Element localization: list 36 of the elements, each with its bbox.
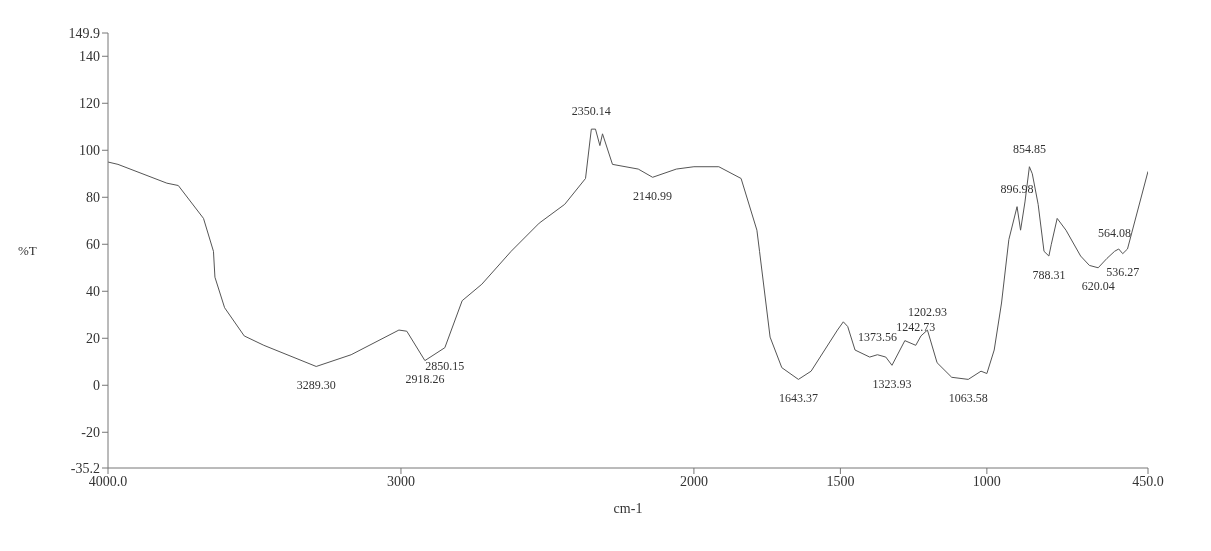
- y-tick-label: 0: [93, 378, 100, 394]
- annotation: 1202.93: [907, 305, 947, 320]
- y-tick-label: 20: [86, 331, 100, 347]
- x-tick-label: 1000: [972, 473, 1001, 489]
- x-tick-label: 3000: [386, 473, 415, 489]
- annotation: 1323.93: [872, 376, 912, 391]
- y-tick-label: 120: [79, 96, 100, 112]
- y-axis-title: %T: [18, 243, 37, 259]
- y-tick-label: 60: [86, 237, 100, 253]
- annotation: 1063.58: [948, 390, 988, 405]
- annotation: 896.98: [1000, 181, 1034, 196]
- annotation: 1242.73: [896, 320, 936, 335]
- annotation: 3289.30: [296, 378, 336, 392]
- x-tick-label: 1500: [826, 473, 855, 489]
- y-tick-label: 80: [86, 190, 100, 206]
- x-tick-label: 4000.0: [88, 473, 128, 489]
- y-tick-label: 140: [79, 49, 100, 65]
- annotation: 1373.56: [857, 329, 897, 344]
- y-tick-label: 149.9: [68, 25, 100, 41]
- x-tick-label: 450.0: [1132, 473, 1164, 489]
- annotation: 1643.37: [778, 390, 818, 405]
- annotation: 2350.14: [571, 104, 611, 119]
- annotation: 788.31: [1032, 267, 1066, 282]
- annotation: 854.85: [1012, 141, 1046, 156]
- y-tick-label: -35.2: [70, 460, 100, 476]
- x-axis-title: cm-1: [613, 501, 643, 516]
- annotation: 2918.26: [405, 372, 445, 387]
- y-tick-label: 40: [86, 284, 100, 300]
- y-tick-label: 100: [79, 143, 100, 159]
- x-tick-label: 2000: [679, 473, 708, 489]
- annotation: 2850.15: [425, 359, 465, 374]
- annotation: 564.08: [1098, 226, 1132, 241]
- y-tick-label: -20: [81, 425, 100, 441]
- annotation: 536.27: [1106, 265, 1140, 280]
- annotation: 620.04: [1081, 279, 1115, 294]
- annotation: 2140.99: [633, 188, 673, 203]
